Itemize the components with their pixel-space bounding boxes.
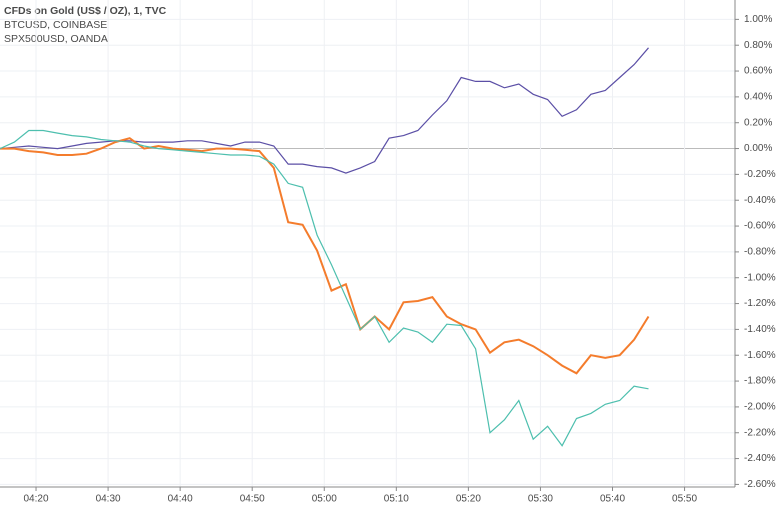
y-tick-label: -0.80%: [744, 247, 776, 258]
x-tick-label: 05:30: [528, 494, 553, 505]
plot: [0, 0, 735, 487]
x-tick-label: 04:40: [168, 494, 193, 505]
y-tick-label: -0.40%: [744, 195, 776, 206]
legend-entry: BTCUSD, COINBASE: [4, 19, 107, 31]
y-tick-label: 1.00%: [744, 14, 772, 25]
x-tick-label: 05:10: [384, 494, 409, 505]
chart-title: CFDs on Gold (US$ / OZ), 1, TVC: [4, 5, 167, 17]
y-tick-label: -2.40%: [744, 453, 776, 464]
y-tick-label: -2.60%: [744, 479, 776, 490]
y-tick-label: 0.00%: [744, 143, 772, 154]
x-tick-label: 04:50: [240, 494, 265, 505]
x-tick-label: 04:20: [24, 494, 49, 505]
y-tick-label: -1.40%: [744, 324, 776, 335]
series-line: [0, 137, 650, 375]
legend-entry: SPX500USD, OANDA: [4, 33, 108, 45]
x-tick-label: 05:50: [672, 494, 697, 505]
y-tick-label: -1.20%: [744, 298, 776, 309]
y-tick-label: 0.80%: [744, 40, 772, 51]
series-line: [0, 129, 649, 447]
series-layer: [0, 47, 650, 447]
y-tick-label: 0.60%: [744, 66, 772, 77]
x-tick-label: 05:00: [312, 494, 337, 505]
y-tick-label: -1.60%: [744, 350, 776, 361]
y-tick-label: 0.20%: [744, 117, 772, 128]
y-tick-label: -0.20%: [744, 169, 776, 180]
y-tick-label: -2.20%: [744, 427, 776, 438]
x-tick-label: 05:20: [456, 494, 481, 505]
y-tick-label: -2.00%: [744, 402, 776, 413]
y-tick-label: 0.40%: [744, 92, 772, 103]
legend: CFDs on Gold (US$ / OZ), 1, TVC BTCUSD, …: [4, 5, 167, 45]
y-tick-label: -1.80%: [744, 376, 776, 387]
x-tick-label: 05:40: [600, 494, 625, 505]
series-line: [0, 47, 649, 174]
y-tick-label: -0.60%: [744, 221, 776, 232]
y-tick-label: -1.00%: [744, 272, 776, 283]
x-tick-label: 04:30: [96, 494, 121, 505]
